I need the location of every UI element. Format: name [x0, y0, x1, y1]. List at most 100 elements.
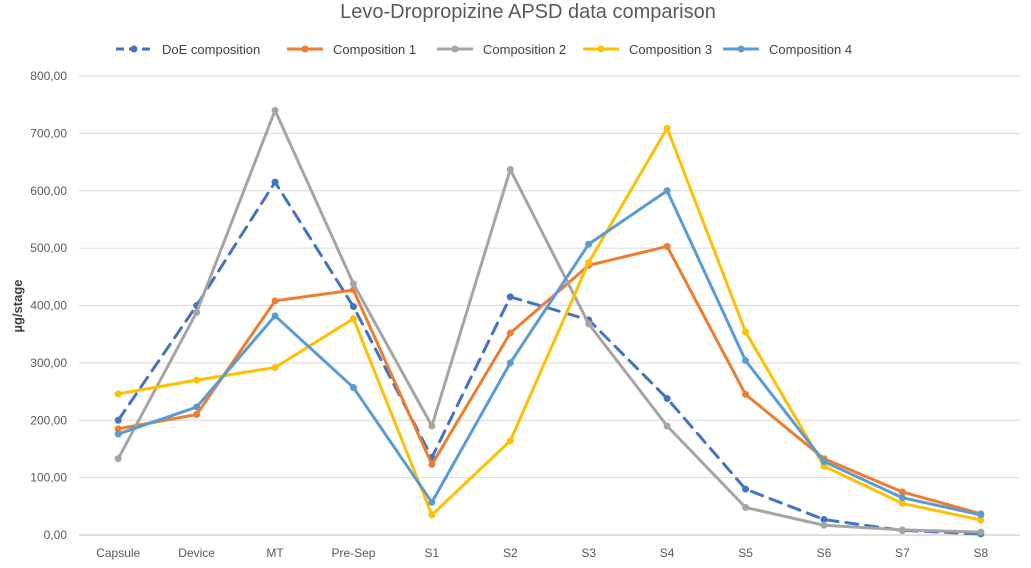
data-point [898, 494, 906, 502]
data-point [742, 485, 750, 493]
series-line [116, 189, 983, 517]
y-tick-label: 0,00 [44, 528, 68, 542]
y-tick-label: 300,00 [30, 356, 67, 370]
data-point [663, 242, 671, 250]
series-line [116, 180, 983, 536]
x-tick-label: S8 [973, 546, 988, 560]
data-point [271, 363, 279, 371]
data-point [506, 329, 514, 337]
data-point [506, 359, 514, 367]
data-point [428, 498, 436, 506]
y-axis: 0,00 100,00 200,00 300,00 400,00 500,00 600,00… [30, 69, 67, 542]
data-point [428, 511, 436, 519]
data-point [898, 488, 906, 496]
legend-marker [737, 45, 745, 53]
x-tick-label: Capsule [96, 546, 140, 560]
x-tick-label: MT [266, 546, 284, 560]
series-1 [114, 178, 985, 538]
data-point [349, 384, 357, 392]
data-point [114, 455, 122, 463]
x-tick-label: S7 [895, 546, 910, 560]
y-tick-label: 200,00 [30, 413, 67, 427]
data-point [585, 258, 593, 266]
y-tick-label: 800,00 [30, 69, 67, 83]
x-tick-label: Pre-Sep [331, 546, 375, 560]
data-point [114, 430, 122, 438]
data-point [742, 357, 750, 365]
x-tick-label: S1 [425, 546, 440, 560]
data-point [349, 315, 357, 323]
data-point [193, 403, 201, 411]
data-point [820, 458, 828, 466]
y-tick-label: 500,00 [30, 241, 67, 255]
data-point [271, 312, 279, 320]
data-point [663, 187, 671, 195]
data-point [114, 416, 122, 424]
data-point [977, 511, 985, 519]
legend-marker [301, 45, 309, 53]
y-axis-label: µg/stage [10, 279, 25, 332]
series-4 [114, 124, 985, 524]
data-point [742, 390, 750, 398]
chart-title: Levo-Dropropizine APSD data comparison [340, 1, 716, 23]
data-point [742, 503, 750, 511]
data-point [428, 460, 436, 468]
data-point [820, 516, 828, 524]
legend-label: DoE composition [162, 42, 260, 57]
series-lines [114, 106, 985, 538]
data-point [428, 422, 436, 430]
legend-marker [451, 45, 459, 53]
data-point [193, 376, 201, 384]
y-tick-label: 600,00 [30, 184, 67, 198]
legend-item: Composition 1 [287, 42, 416, 57]
x-tick-label: S3 [581, 546, 596, 560]
x-tick-label: S5 [738, 546, 753, 560]
legend-label: Composition 3 [629, 42, 712, 57]
data-point [506, 437, 514, 445]
legend-label: Composition 2 [483, 42, 566, 57]
data-point [585, 320, 593, 328]
legend-item: DoE composition [116, 42, 260, 57]
legend-label: Composition 4 [769, 42, 852, 57]
data-point [898, 499, 906, 507]
series-3 [114, 106, 985, 536]
legend-marker [597, 45, 605, 53]
x-tick-label: S4 [660, 546, 675, 560]
legend-item: Composition 2 [437, 42, 566, 57]
data-point [349, 303, 357, 311]
legend-item: Composition 3 [583, 42, 712, 57]
data-point [271, 106, 279, 114]
data-point [506, 166, 514, 174]
x-tick-label: S6 [817, 546, 832, 560]
data-point [585, 240, 593, 248]
data-point [663, 422, 671, 430]
series-5 [114, 187, 985, 519]
series-line [116, 126, 983, 522]
data-point [820, 521, 828, 529]
data-point [742, 328, 750, 336]
legend-label: Composition 1 [333, 42, 416, 57]
data-point [114, 425, 122, 433]
series-line [116, 108, 983, 534]
series-line [116, 244, 983, 516]
data-point [898, 526, 906, 534]
data-point [977, 516, 985, 524]
data-point [114, 390, 122, 398]
data-point [663, 394, 671, 402]
legend-item: Composition 4 [723, 42, 852, 57]
y-tick-label: 400,00 [30, 299, 67, 313]
x-tick-label: Device [178, 546, 215, 560]
x-axis: Capsule Device MT Pre-Sep S1 S2 S3 S4 S5 S6 S7 S8 [96, 546, 988, 560]
y-tick-label: 100,00 [30, 471, 67, 485]
data-point [193, 411, 201, 419]
data-point [663, 124, 671, 132]
data-point [349, 280, 357, 288]
legend-marker [130, 45, 138, 53]
data-point [271, 178, 279, 186]
data-point [506, 293, 514, 301]
data-point [977, 528, 985, 536]
data-point [193, 308, 201, 316]
x-tick-label: S2 [503, 546, 518, 560]
